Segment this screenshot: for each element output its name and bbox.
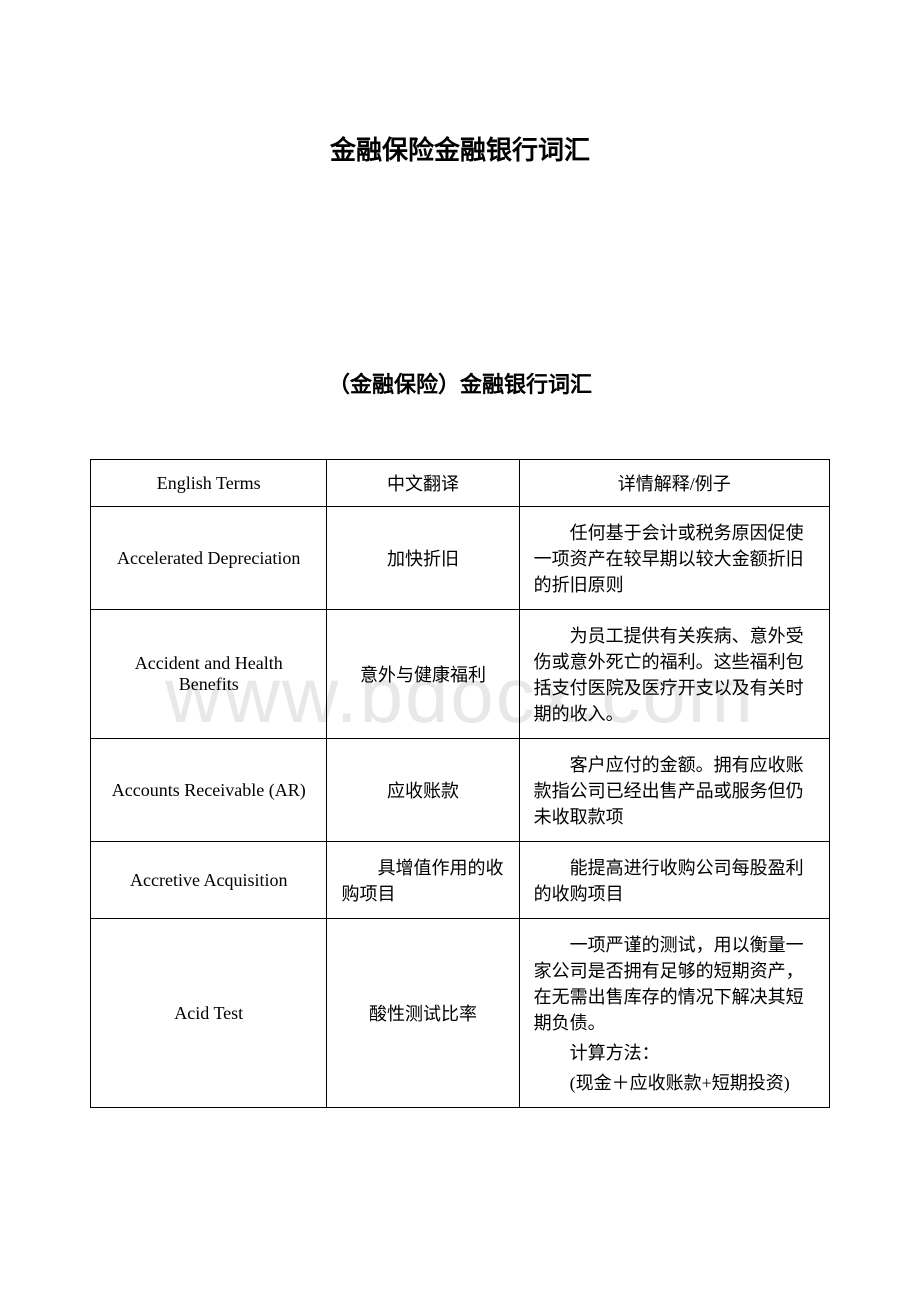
table-row: Acid Test 酸性测试比率 一项严谨的测试，用以衡量一家公司是否拥有足够的… [91,919,830,1108]
chinese-text: 具增值作用的收购项目 [341,854,504,906]
cell-english: Accounts Receivable (AR) [91,739,327,842]
main-title: 金融保险金融银行词汇 [90,130,830,167]
cell-chinese: 酸性测试比率 [327,919,519,1108]
table-header-row: English Terms 中文翻译 详情解释/例子 [91,460,830,507]
detail-paragraph: 为员工提供有关疾病、意外受伤或意外死亡的福利。这些福利包括支付医院及医疗开支以及… [534,622,815,726]
cell-english: Accident and Health Benefits [91,610,327,739]
detail-paragraph: 能提高进行收购公司每股盈利的收购项目 [534,854,815,906]
cell-english: Accelerated Depreciation [91,507,327,610]
cell-chinese: 加快折旧 [327,507,519,610]
cell-chinese: 具增值作用的收购项目 [327,842,519,919]
column-header-detail: 详情解释/例子 [519,460,829,507]
cell-chinese: 意外与健康福利 [327,610,519,739]
cell-english: Acid Test [91,919,327,1108]
table-row: Accelerated Depreciation 加快折旧 任何基于会计或税务原… [91,507,830,610]
table-row: Accident and Health Benefits 意外与健康福利 为员工… [91,610,830,739]
cell-english: Accretive Acquisition [91,842,327,919]
table-row: Accounts Receivable (AR) 应收账款 客户应付的金额。拥有… [91,739,830,842]
detail-paragraph: 客户应付的金额。拥有应收账款指公司已经出售产品或服务但仍未收取款项 [534,751,815,829]
detail-paragraph: 一项严谨的测试，用以衡量一家公司是否拥有足够的短期资产，在无需出售库存的情况下解… [534,931,815,1035]
table-row: Accretive Acquisition 具增值作用的收购项目 能提高进行收购… [91,842,830,919]
document-page: 金融保险金融银行词汇 （金融保险）金融银行词汇 English Terms 中文… [0,0,920,1168]
detail-paragraph: 任何基于会计或税务原因促使一项资产在较早期以较大金额折旧的折旧原则 [534,519,815,597]
sub-title: （金融保险）金融银行词汇 [90,367,830,399]
column-header-english: English Terms [91,460,327,507]
cell-detail: 任何基于会计或税务原因促使一项资产在较早期以较大金额折旧的折旧原则 [519,507,829,610]
column-header-chinese: 中文翻译 [327,460,519,507]
vocabulary-table: English Terms 中文翻译 详情解释/例子 Accelerated D… [90,459,830,1108]
detail-paragraph: 计算方法： [534,1039,815,1065]
cell-detail: 为员工提供有关疾病、意外受伤或意外死亡的福利。这些福利包括支付医院及医疗开支以及… [519,610,829,739]
cell-detail: 一项严谨的测试，用以衡量一家公司是否拥有足够的短期资产，在无需出售库存的情况下解… [519,919,829,1108]
cell-detail: 客户应付的金额。拥有应收账款指公司已经出售产品或服务但仍未收取款项 [519,739,829,842]
detail-paragraph: (现金＋应收账款+短期投资) [534,1069,815,1095]
cell-detail: 能提高进行收购公司每股盈利的收购项目 [519,842,829,919]
cell-chinese: 应收账款 [327,739,519,842]
